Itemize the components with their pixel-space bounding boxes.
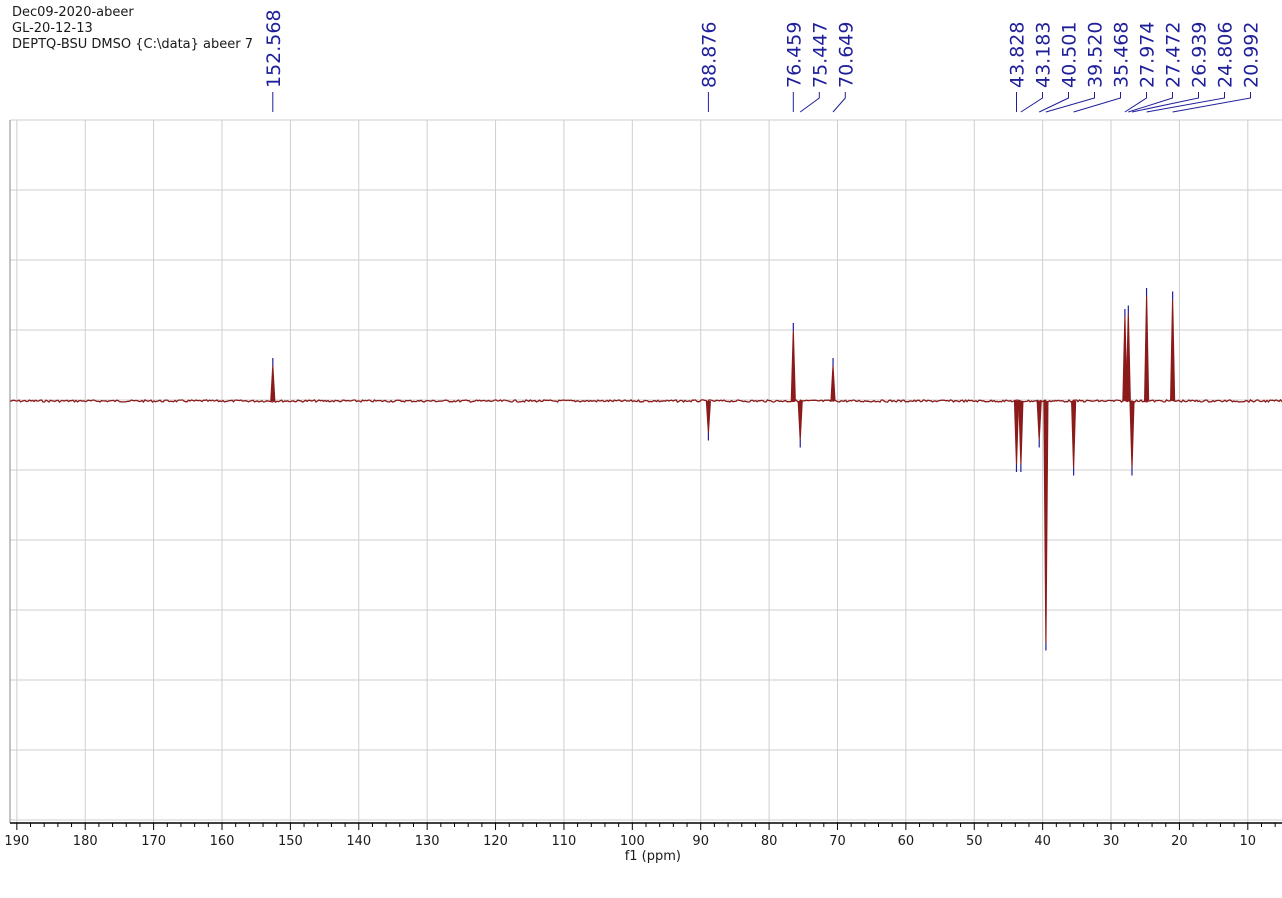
peak-label: 27.974: [1137, 22, 1159, 88]
peak-label: 24.806: [1215, 22, 1237, 88]
x-tick-label: 20: [1171, 834, 1188, 849]
x-tick-label: 150: [278, 834, 303, 849]
spectrum-baseline: [9, 398, 1282, 404]
peak-label: 88.876: [698, 22, 720, 88]
header-line-2: GL-20-12-13: [12, 21, 93, 36]
x-axis: 190 180 170 160 150 140 130 120 110 100 90 80 70 60 50…: [4, 822, 1282, 864]
peak-label-leader: [1038, 92, 1069, 113]
peak-label-leader: [1020, 92, 1043, 113]
spectrum-peak: [790, 330, 796, 402]
x-tick-label: 130: [415, 834, 440, 849]
spectrum-peak: [797, 400, 803, 440]
spectrum-peak: [1043, 400, 1049, 643]
peak-label: 76.459: [783, 22, 805, 88]
spectrum-peak: [1125, 313, 1131, 402]
peak-label: 27.472: [1163, 22, 1185, 88]
peak-label: 40.501: [1059, 22, 1081, 88]
peak-label-leader: [1045, 92, 1095, 113]
peak-label-leader: [1073, 92, 1121, 113]
spectrum-peak: [1036, 400, 1042, 440]
peak-label: 43.828: [1007, 22, 1029, 88]
spectrum-peak: [1018, 400, 1024, 465]
x-tick-label: 10: [1240, 834, 1257, 849]
x-tick-label: 180: [73, 834, 98, 849]
x-tick-label: 40: [1034, 834, 1051, 849]
x-tick-label: 140: [346, 834, 371, 849]
spectrum-peak: [1129, 400, 1135, 468]
spectrum-header: Dec09-2020-abeer GL-20-12-13 DEPTQ-BSU D…: [12, 5, 253, 53]
peak-label: 70.649: [835, 22, 857, 88]
spectrum-peak: [270, 365, 276, 402]
peak-label: 35.468: [1111, 22, 1133, 88]
x-tick-label: 160: [210, 834, 235, 849]
peak-label-leader: [832, 92, 846, 113]
x-tick-label: 50: [966, 834, 983, 849]
spectrum-peak: [705, 400, 711, 433]
x-tick-label: 70: [829, 834, 846, 849]
x-axis-title: f1 (ppm): [625, 849, 681, 864]
spectrum-trace: [9, 288, 1282, 651]
peak-label-leader: [1172, 92, 1251, 113]
peak-label: 39.520: [1085, 22, 1107, 88]
peak-label-leader: [1146, 92, 1225, 113]
peak-label-leader: [799, 92, 820, 113]
peak-label: 152.568: [263, 9, 285, 88]
header-line-1: Dec09-2020-abeer: [12, 5, 134, 20]
peak-label: 26.939: [1189, 22, 1211, 88]
x-tick-label: 80: [761, 834, 778, 849]
x-tick-label: 170: [141, 834, 166, 849]
peak-label-leader: [1124, 92, 1147, 113]
spectrum-peak: [1071, 400, 1077, 468]
spectrum-peak: [1144, 295, 1150, 402]
peak-label-group: 152.568 88.876 76.459 75.447 70.649 43.828 43.…: [263, 9, 1263, 113]
x-tick-label: 120: [483, 834, 508, 849]
spectrum-peak: [1170, 299, 1176, 402]
peak-label-leader: [1128, 92, 1173, 113]
x-tick-label: 100: [620, 834, 645, 849]
peak-label: 75.447: [809, 22, 831, 88]
plot-grid: [9, 119, 1282, 823]
header-line-3: DEPTQ-BSU DMSO {C:\data} abeer 7: [12, 37, 254, 52]
peak-label: 43.183: [1033, 22, 1055, 88]
x-tick-label: 90: [692, 834, 709, 849]
x-tick-label: 30: [1103, 834, 1120, 849]
peak-label: 20.992: [1241, 22, 1263, 88]
x-tick-label: 190: [4, 834, 29, 849]
spectrum-peak: [830, 365, 836, 402]
spectrum-peak: [1013, 400, 1020, 465]
x-tick-label: 110: [552, 834, 577, 849]
peak-label-leader: [1131, 92, 1199, 113]
x-tick-label: 60: [898, 834, 915, 849]
